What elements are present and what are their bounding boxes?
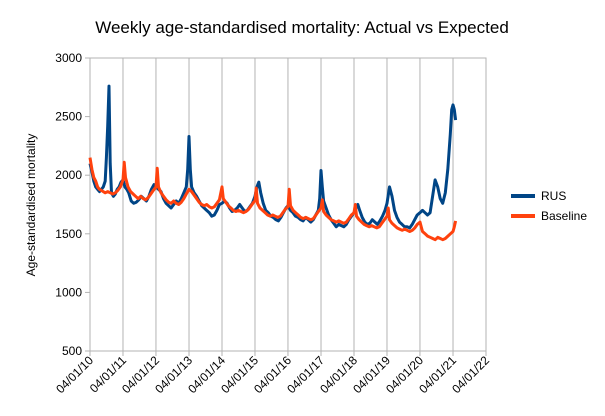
- y-tick-label: 3000: [55, 51, 82, 65]
- y-axis-ticks: 500 1000 1500 2000 2500 3000: [55, 51, 90, 358]
- series-lines: [88, 84, 458, 242]
- y-axis-label: Age-standardised mortality: [24, 134, 38, 277]
- series-line-baseline: [88, 157, 458, 242]
- y-tick-label: 2500: [55, 110, 82, 124]
- chart-title: Weekly age-standardised mortality: Actua…: [95, 18, 509, 37]
- legend: RUS Baseline: [511, 189, 587, 223]
- plot-border: [89, 57, 487, 352]
- y-tick-label: 1500: [55, 227, 82, 241]
- y-tick-label: 2000: [55, 168, 82, 182]
- y-tick-label: 500: [62, 344, 82, 358]
- plot-area: [89, 57, 487, 352]
- legend-label: Baseline: [541, 209, 587, 223]
- y-tick-label: 1000: [55, 285, 82, 299]
- legend-label: RUS: [541, 189, 566, 203]
